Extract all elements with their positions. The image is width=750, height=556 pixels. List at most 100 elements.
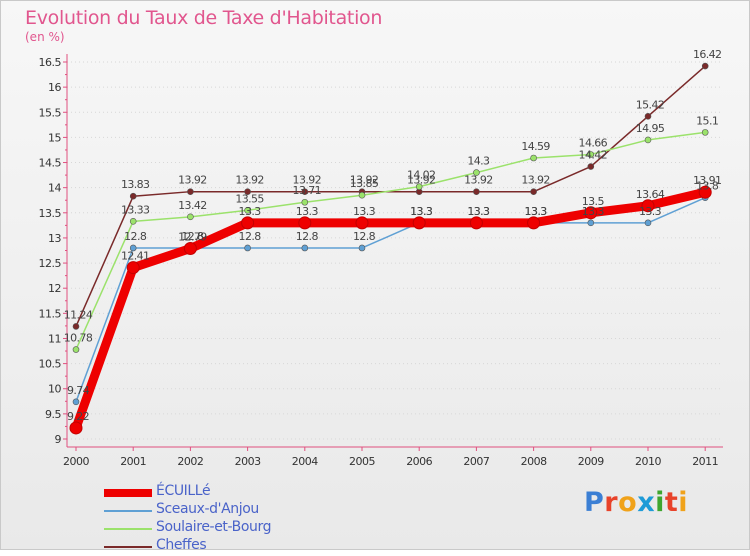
y-tick-label: 15 <box>48 131 61 144</box>
data-label: 14.66 <box>579 136 608 149</box>
data-point <box>584 206 598 220</box>
y-tick-label: 14 <box>48 182 61 195</box>
data-point <box>244 244 251 252</box>
series-line <box>75 196 706 403</box>
x-tick-label: 2009 <box>578 455 604 468</box>
data-point <box>244 206 251 214</box>
y-tick-label: 10 <box>48 383 61 396</box>
x-tick-label: 2010 <box>635 455 661 468</box>
legend-swatch <box>104 546 152 548</box>
logo-letter: x <box>637 487 656 518</box>
logo-letter: o <box>618 487 638 518</box>
data-point <box>701 62 709 70</box>
data-point <box>72 323 80 330</box>
y-tick-label: 11 <box>48 332 61 345</box>
y-tick-label: 16 <box>48 81 61 94</box>
data-label: 12.8 <box>124 230 147 243</box>
data-label: 13.33 <box>121 203 150 216</box>
data-label: 13.92 <box>350 174 379 187</box>
x-tick-label: 2000 <box>63 455 89 468</box>
data-label: 13.3 <box>525 205 548 218</box>
data-point <box>126 261 140 275</box>
data-label: 13.3 <box>525 205 548 218</box>
x-tick-label: 2005 <box>349 455 375 468</box>
data-label: 15.42 <box>636 98 665 111</box>
data-label: 14.59 <box>521 140 550 153</box>
data-label: 12.79 <box>178 230 207 243</box>
x-tick-label: 2002 <box>177 455 203 468</box>
logo-letter: P <box>584 487 605 518</box>
data-label: 13.8 <box>696 180 719 193</box>
data-label: 13.3 <box>582 205 605 218</box>
data-label: 13.83 <box>121 178 150 191</box>
data-point <box>473 169 480 176</box>
data-point <box>355 216 369 230</box>
data-point <box>527 216 541 230</box>
data-point <box>644 219 652 227</box>
data-label: 13.3 <box>353 205 376 218</box>
data-point <box>298 216 312 230</box>
series-line <box>71 187 710 433</box>
data-point <box>587 163 595 170</box>
data-label: 14.02 <box>407 169 436 182</box>
data-label: 13.5 <box>582 195 605 208</box>
data-label: 13.92 <box>235 174 264 187</box>
data-label: 14.42 <box>579 149 608 162</box>
logo-letter: i <box>678 487 689 518</box>
data-point <box>187 213 194 221</box>
data-point <box>587 219 595 227</box>
y-tick-label: 15.5 <box>39 106 62 119</box>
y-tick-label: 16.5 <box>39 56 62 69</box>
data-label: 13.92 <box>293 174 322 187</box>
data-label: 13.64 <box>636 188 665 201</box>
legend-label: Cheffes <box>156 537 207 553</box>
y-tick-label: 12.5 <box>39 257 62 270</box>
y-tick-label: 14.5 <box>39 157 62 170</box>
y-tick-label: 9 <box>55 433 62 446</box>
data-label: 16.42 <box>693 48 722 61</box>
data-label: 13.3 <box>239 205 262 218</box>
data-point <box>644 112 652 120</box>
data-label: 12.8 <box>181 230 204 243</box>
data-point <box>641 199 655 213</box>
data-label: 13.3 <box>639 205 662 218</box>
data-label: 13.71 <box>293 184 322 197</box>
data-point <box>129 218 137 225</box>
data-label: 13.92 <box>521 174 550 187</box>
data-label: 13.3 <box>410 205 433 218</box>
legend-label: Soulaire-et-Bourg <box>156 519 272 535</box>
data-label: 9.22 <box>67 410 89 423</box>
data-label: 9.74 <box>67 384 90 397</box>
legend-label: ÉCUILLé <box>156 483 211 499</box>
line-chart: 9 9.5 10 10.5 11 11.5 12 12.5 13 13.5 14 14.5 15 15.5… <box>39 48 723 468</box>
data-label: 15.1 <box>696 114 718 127</box>
y-tick-label: 13.5 <box>39 207 62 220</box>
data-label: 14.3 <box>467 155 490 168</box>
legend-label: Sceaux-d'Anjou <box>156 501 259 517</box>
data-point <box>469 216 483 230</box>
x-tick-label: 2011 <box>692 455 718 468</box>
data-point <box>187 188 194 195</box>
data-label: 12.8 <box>296 230 319 243</box>
data-point <box>129 244 137 252</box>
data-point <box>129 192 137 200</box>
data-point <box>530 188 537 195</box>
data-point <box>301 188 309 195</box>
data-point <box>183 241 197 255</box>
y-tick-label: 9.5 <box>45 408 61 421</box>
data-point <box>358 191 366 199</box>
x-tick-label: 2008 <box>521 455 547 468</box>
chart-title: Evolution du Taux de Taxe d'Habitation <box>25 7 383 29</box>
data-label: 13.85 <box>350 177 379 190</box>
logo-letter: r <box>604 487 619 518</box>
data-point <box>244 188 251 195</box>
data-point <box>415 183 423 190</box>
data-label: 13.92 <box>178 174 207 187</box>
data-label: 13.91 <box>693 174 722 187</box>
data-point <box>72 346 80 353</box>
y-tick-label: 11.5 <box>39 307 62 320</box>
legend-swatch <box>104 489 152 497</box>
data-point <box>644 136 652 144</box>
data-point <box>358 244 366 252</box>
